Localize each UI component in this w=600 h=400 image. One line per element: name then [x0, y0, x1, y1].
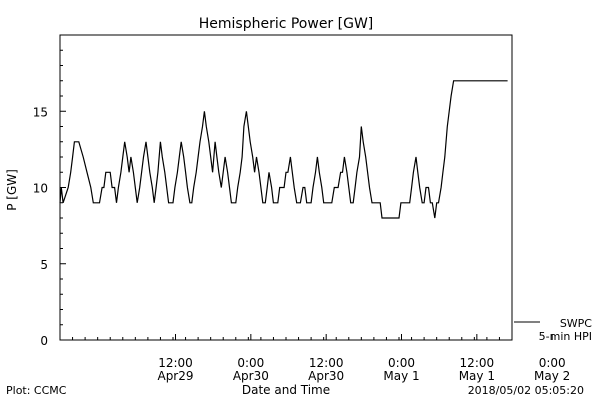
y-tick-label: 5 — [40, 258, 48, 272]
chart-title: Hemispheric Power [GW] — [199, 16, 374, 32]
x-tick-time-label: 12:00 — [309, 356, 344, 370]
y-tick-label: 15 — [33, 105, 48, 119]
series-line-swpc — [59, 80, 508, 219]
x-tick-date-label: May 1 — [459, 369, 495, 383]
y-axis: 0 5 10 15 — [33, 49, 66, 348]
legend-entry-hpi: 5-min HPI — [539, 330, 592, 343]
x-tick-time-label: 0:00 — [388, 356, 415, 370]
x-axis-label: Date and Time — [242, 383, 330, 397]
x-tick-date-label: Apr29 — [157, 369, 193, 383]
legend: SWPC 5-min HPI — [514, 317, 592, 343]
x-tick-date-label: Apr30 — [308, 369, 344, 383]
x-tick-date-label: May 2 — [534, 369, 570, 383]
footer-timestamp: 2018/05/02 05:05:20 — [468, 384, 584, 397]
legend-entry-swpc: SWPC — [560, 317, 592, 330]
footer-plot-source: Plot: CCMC — [6, 384, 67, 397]
x-tick-date-label: Apr30 — [233, 369, 269, 383]
x-tick-time-label: 0:00 — [237, 356, 264, 370]
x-tick-time-label: 12:00 — [158, 356, 193, 370]
series-layer — [59, 80, 508, 219]
y-tick-label: 0 — [40, 334, 48, 348]
y-axis-label: P [GW] — [5, 169, 19, 211]
x-tick-time-label: 0:00 — [539, 356, 566, 370]
x-tick-date-label: May 1 — [383, 369, 419, 383]
x-tick-time-label: 12:00 — [460, 356, 495, 370]
y-tick-label: 10 — [33, 182, 48, 196]
